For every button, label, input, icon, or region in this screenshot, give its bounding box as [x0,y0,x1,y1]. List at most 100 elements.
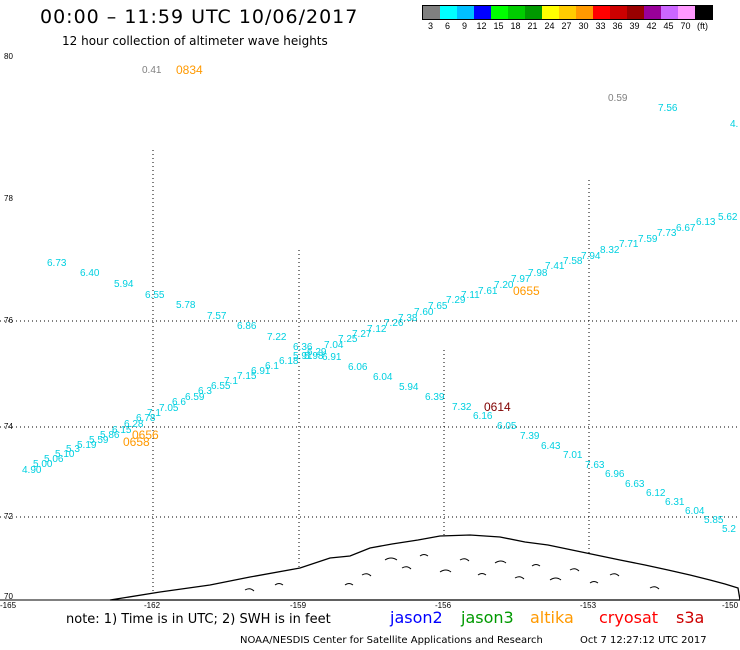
legend-label: 6 [444,21,450,31]
obs-value: 7.39 [520,431,540,442]
lon-label: -156 [435,601,452,610]
legend-labels: 3 6 9 12 15 18 21 24 27 30 33 36 39 42 45 70 (ft) [422,21,711,31]
obs-value: 5.78 [176,300,196,311]
obs-value: 7.25 [338,334,358,345]
lat-label: 78 [4,194,13,203]
obs-gray: 0.59 [608,93,628,104]
obs-value: 5.98 [304,351,324,362]
lon-label: -153 [580,601,597,610]
obs-value: 7.58 [563,256,583,267]
obs-value: 7.1 [147,408,161,419]
lon-label: -159 [290,601,307,610]
obs-value: 6.31 [665,497,685,508]
obs-value: 6.29 [307,347,327,358]
obs-value: 5.10 [55,449,75,460]
note-text: note: 1) Time is in UTC; 2) SWH is in fe… [66,612,331,627]
obs-value: 6.59 [185,392,205,403]
legend-label: 39 [629,21,640,31]
obs-value: 7.71 [619,239,639,250]
obs-value: 5.3 [66,444,80,455]
obs-value: 7.04 [324,340,344,351]
lon-label: -162 [144,601,161,610]
legend-label: (ft) [697,21,708,31]
time-tag: 0658 [123,435,150,449]
obs-value: 5.62 [718,212,738,223]
legend-label: 27 [561,21,572,31]
obs-value: 5.59 [89,435,109,446]
lat-label: 76 [4,316,13,325]
legend-label: 30 [578,21,589,31]
obs-value: 7.63 [585,460,605,471]
legend-swatch [440,6,457,19]
sat-label-altika: altika [530,608,574,627]
obs-value: 7.12 [367,324,387,335]
obs-value: 6.40 [80,268,100,279]
obs-value: 6.73 [47,258,67,269]
sat-label-cryosat: cryosat [599,608,659,627]
obs-value: 5.94 [114,279,134,290]
sat-label-s3a: s3a [676,608,705,627]
obs-value: 6.04 [373,372,393,383]
obs-value: 6.39 [425,392,445,403]
legend-swatch [542,6,559,19]
obs-value: 7.11 [461,290,480,301]
legend-swatch [695,6,712,19]
obs-value: 4. [730,119,739,130]
lat-label: 80 [4,52,13,61]
obs-value: 7.59 [638,234,658,245]
obs-value: 7.57 [207,311,227,322]
lat-label: 70 [4,592,13,601]
obs-value: 6.78 [136,413,156,424]
obs-value: 7.32 [452,402,472,413]
legend-label: 18 [510,21,521,31]
chart-title: 00:00 – 11:59 UTC 10/06/2017 [40,6,359,28]
obs-value: 6.6 [172,397,186,408]
obs-value: 7.22 [267,332,287,343]
legend-swatch [610,6,627,19]
obs-value: 7.26 [384,318,404,329]
legend-swatch [627,6,644,19]
legend-swatch [474,6,491,19]
legend-label: 70 [680,21,691,31]
obs-value: 6.36 [293,342,313,353]
obs-value: 6.91 [251,366,271,377]
obs-value: 7.60 [414,307,434,318]
legend-swatch [661,6,678,19]
lon-label: -165 [0,601,17,610]
obs-value: 7.41 [545,261,565,272]
obs-value: 6.1 [265,361,279,372]
legend-label: 33 [595,21,606,31]
lon-label: -150 [722,601,739,610]
obs-value: 6.3 [198,386,212,397]
obs-gray: 0.41 [142,65,162,76]
obs-value: 6.91 [322,352,342,363]
legend-label: 9 [461,21,467,31]
obs-value: 6.13 [696,217,716,228]
legend-label: 24 [544,21,555,31]
obs-value: 6.55 [211,381,231,392]
obs-value: 6.43 [541,441,561,452]
obs-value: 6.28 [124,419,144,430]
lat-label: 74 [4,422,13,431]
obs-value: 7.65 [428,301,448,312]
obs-value: 7.15 [237,371,257,382]
legend-swatch [457,6,474,19]
obs-value: 7.01 [563,450,583,461]
legend-label: 36 [612,21,623,31]
obs-value: 5.85 [704,515,724,526]
time-tag: 0656 [132,428,159,442]
coastline [109,534,740,601]
obs-value: 7.61 [478,286,498,297]
obs-value: 6.12 [646,488,666,499]
credit-text: NOAA/NESDIS Center for Satellite Applica… [240,635,543,646]
obs-value: 6.05 [497,421,517,432]
legend-label: 12 [476,21,487,31]
obs-value: 7.05 [159,403,179,414]
obs-value: 6.67 [676,223,696,234]
time-tag: 0655 [513,284,540,298]
obs-value: 5.06 [44,454,64,465]
obs-value: 5.86 [100,430,120,441]
graticule [0,150,740,600]
obs-value: 6.04 [685,506,705,517]
sat-label-jason3: jason3 [461,608,514,627]
